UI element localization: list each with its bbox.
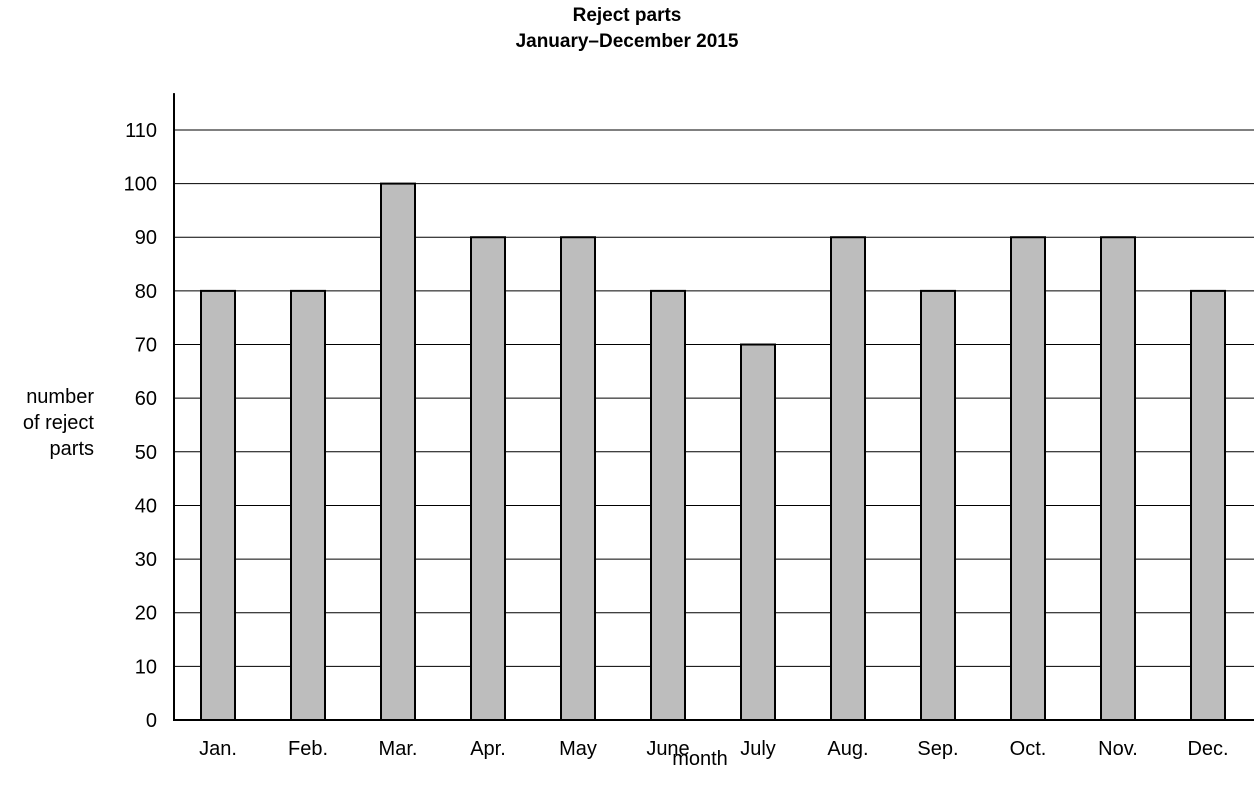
bar	[920, 289, 956, 721]
y-tick-label: 110	[125, 120, 157, 142]
x-tick-label: Sep.	[917, 738, 958, 760]
x-tick-label: Aug.	[827, 738, 868, 760]
x-tick-label: May	[559, 738, 597, 760]
y-tick-label: 10	[135, 656, 157, 678]
bar	[650, 289, 686, 721]
y-tick-label: 40	[135, 495, 157, 517]
x-tick-label: Nov.	[1098, 738, 1138, 760]
y-axis-label-line: number	[26, 386, 94, 408]
chart-title: Reject parts	[572, 5, 682, 26]
bar	[290, 289, 326, 721]
y-axis-label-line: of reject	[22, 412, 94, 434]
y-tick-label: 100	[124, 174, 157, 196]
bar	[830, 236, 866, 722]
y-tick-label: 60	[135, 388, 157, 410]
bar	[470, 236, 506, 722]
y-axis-label-line: parts	[49, 438, 94, 460]
bar	[1100, 236, 1136, 722]
y-tick-label: 50	[135, 442, 157, 464]
x-tick-label: Jan.	[199, 738, 237, 760]
y-tick-label: 30	[135, 549, 157, 571]
x-tick-label: Feb.	[288, 738, 328, 760]
x-axis-label: month	[672, 748, 728, 770]
y-tick-label: 0	[146, 710, 157, 732]
y-tick-label: 20	[135, 603, 157, 625]
bar	[1190, 289, 1226, 721]
y-tick-label: 80	[135, 281, 157, 303]
bar	[380, 182, 416, 722]
x-tick-label: Dec.	[1187, 738, 1228, 760]
y-tick-label: 70	[135, 335, 157, 357]
chart-subtitle: January–December 2015	[515, 31, 739, 52]
y-axis-label: number of reject parts	[23, 384, 94, 462]
x-tick-label: June	[646, 738, 689, 760]
bar	[1010, 236, 1046, 722]
y-tick-label: 90	[135, 227, 157, 249]
x-tick-label: July	[740, 738, 776, 760]
x-tick-label: Apr.	[470, 738, 506, 760]
x-tick-label: Mar.	[379, 738, 418, 760]
bar	[740, 343, 776, 721]
bar	[200, 289, 236, 721]
bar	[560, 236, 596, 722]
x-tick-label: Oct.	[1010, 738, 1047, 760]
